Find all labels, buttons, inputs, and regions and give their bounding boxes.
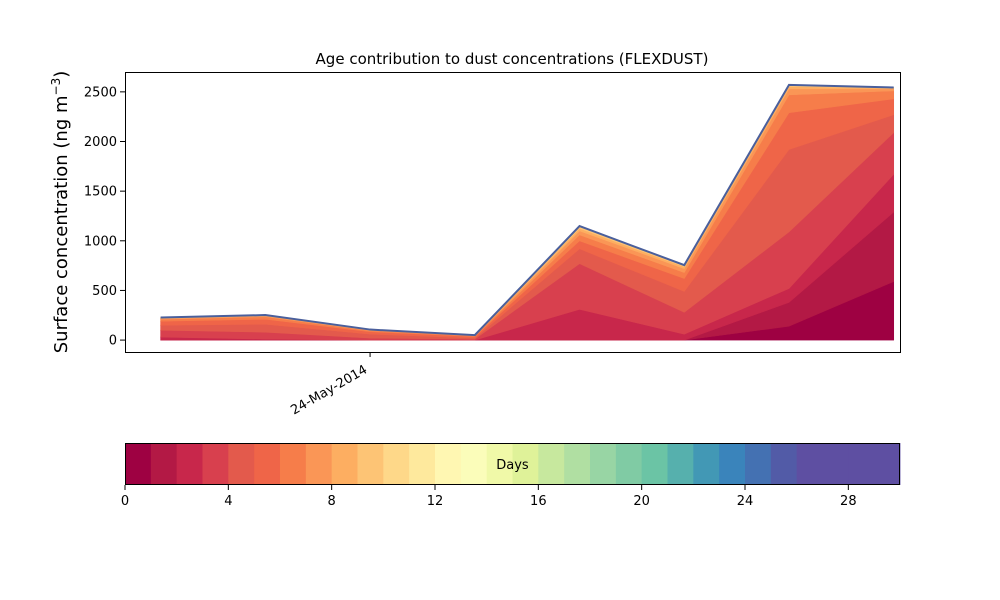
colorbar-swatch bbox=[874, 443, 901, 485]
plot-area bbox=[160, 83, 895, 341]
colorbar-swatch bbox=[486, 443, 513, 485]
colorbar-tick-label: 24 bbox=[737, 494, 754, 509]
colorbar-swatch bbox=[564, 443, 591, 485]
colorbar-swatch bbox=[667, 443, 694, 485]
colorbar-tick-label: 20 bbox=[633, 494, 650, 509]
colorbar-swatch bbox=[357, 443, 384, 485]
colorbar-swatch bbox=[435, 443, 462, 485]
colorbar-swatch bbox=[228, 443, 255, 485]
colorbar-swatch bbox=[383, 443, 410, 485]
y-tick-label: 500 bbox=[92, 284, 117, 299]
colorbar-swatch bbox=[590, 443, 617, 485]
colorbar-swatch bbox=[615, 443, 643, 485]
y-tick-label: 0 bbox=[109, 334, 117, 349]
y-tick-label: 2000 bbox=[84, 135, 117, 150]
colorbar-swatch bbox=[409, 443, 436, 485]
y-axis-label-sup: −3 bbox=[49, 78, 63, 96]
colorbar-swatch bbox=[848, 443, 875, 485]
colorbar-tick-label: 4 bbox=[224, 494, 232, 509]
colorbar-swatch bbox=[822, 443, 849, 485]
colorbar-swatch bbox=[176, 443, 203, 485]
plot-frame bbox=[125, 72, 901, 353]
y-axis-label: Surface concentration (ng m−3) bbox=[49, 71, 72, 354]
x-tick-label: 24-May-2014 bbox=[288, 362, 370, 418]
colorbar-swatch bbox=[693, 443, 720, 485]
chart-title: Age contribution to dust concentrations … bbox=[316, 50, 709, 68]
colorbar-frame bbox=[125, 443, 900, 485]
colorbar-swatch bbox=[770, 443, 798, 485]
colorbar-swatch bbox=[305, 443, 333, 485]
colorbar-swatch bbox=[512, 443, 539, 485]
colorbar-swatch bbox=[331, 443, 358, 485]
colorbar-tick-label: 8 bbox=[328, 494, 336, 509]
colorbar-swatch bbox=[150, 443, 178, 485]
colorbar-tick-label: 16 bbox=[530, 494, 547, 509]
x-axis: 24-May-2014 bbox=[288, 352, 371, 418]
colorbar-swatch bbox=[254, 443, 281, 485]
colorbar-swatch bbox=[125, 443, 152, 485]
colorbar-tick-label: 28 bbox=[840, 494, 857, 509]
colorbar-tick-label: 0 bbox=[121, 494, 129, 509]
colorbar-swatch bbox=[202, 443, 229, 485]
y-axis-label-main: Surface concentration (ng m bbox=[51, 95, 72, 353]
colorbar-label: Days bbox=[496, 458, 529, 473]
colorbar-tick-label: 12 bbox=[427, 494, 444, 509]
colorbar-swatch bbox=[719, 443, 746, 485]
colorbar-swatch bbox=[745, 443, 772, 485]
colorbar: 0 4 8 12 16 20 24 28 Days bbox=[121, 443, 901, 509]
y-axis-label-close: ) bbox=[51, 71, 72, 78]
colorbar-swatch bbox=[641, 443, 668, 485]
total-concentration-line bbox=[160, 83, 894, 337]
y-axis: 0 500 1000 1500 2000 2500 bbox=[84, 85, 125, 349]
y-tick-label: 2500 bbox=[84, 85, 117, 100]
colorbar-swatch bbox=[796, 443, 823, 485]
y-tick-label: 1500 bbox=[84, 185, 117, 200]
colorbar-swatch bbox=[460, 443, 488, 485]
colorbar-swatch bbox=[280, 443, 307, 485]
colorbar-swatch bbox=[538, 443, 565, 485]
y-tick-label: 1000 bbox=[84, 234, 117, 249]
